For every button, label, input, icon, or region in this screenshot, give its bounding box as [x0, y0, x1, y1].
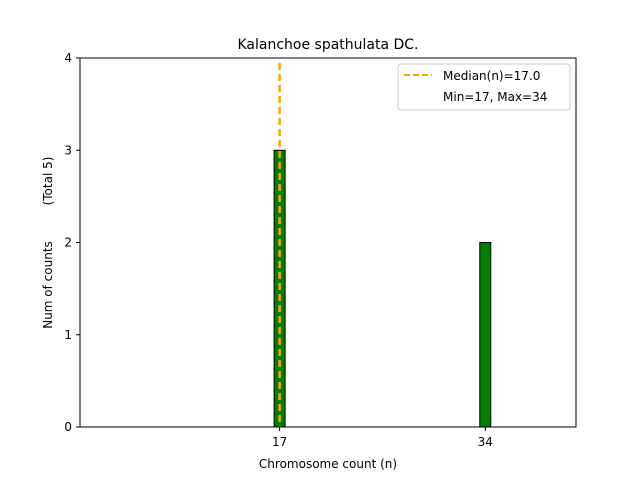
bar-group [273, 149, 514, 428]
x-tick-label-17: 17 [272, 435, 287, 449]
y-tick-label-2: 2 [64, 236, 72, 250]
y-axis-label: Num of counts [41, 241, 55, 329]
legend: Median(n)=17.0 Min=17, Max=34 [397, 63, 571, 111]
legend-entry-minmax: Min=17, Max=34 [443, 90, 547, 104]
chart-title: Kalanchoe spathulata DC. [237, 37, 418, 53]
x-axis-label: Chromosome count (n) [259, 457, 397, 471]
y-axis-ticks: 0 1 2 3 4 [64, 51, 80, 434]
x-tick-label-34: 34 [478, 435, 493, 449]
y-tick-label-0: 0 [64, 420, 72, 434]
y-axis-total-note: (Total 5) [41, 157, 55, 206]
legend-box [397, 63, 571, 111]
bar-34 [479, 242, 492, 428]
y-tick-label-4: 4 [64, 51, 72, 65]
legend-entry-median: Median(n)=17.0 [443, 69, 540, 83]
y-tick-label-1: 1 [64, 328, 72, 342]
y-tick-label-3: 3 [64, 143, 72, 157]
x-axis-ticks: 17 34 [272, 427, 493, 449]
plot-frame [79, 57, 577, 428]
